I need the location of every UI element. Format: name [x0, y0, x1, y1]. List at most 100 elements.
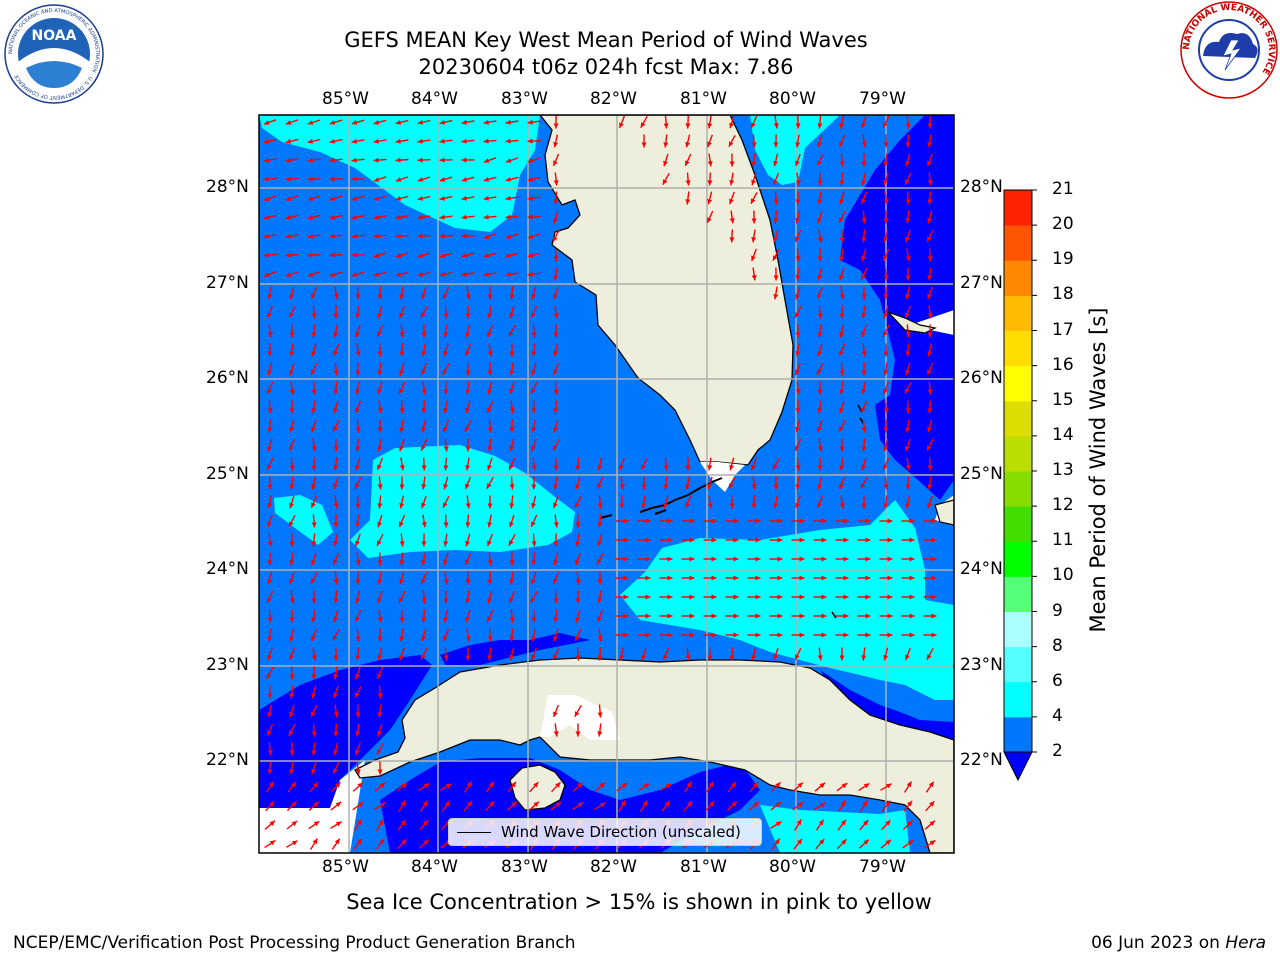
wind-wave-arrow-head	[465, 313, 471, 319]
bahamas-andros	[934, 499, 954, 526]
wind-wave-arrow-head	[329, 252, 335, 258]
wind-wave-arrow-head	[509, 579, 515, 585]
lon-tick-top: 85°W	[322, 89, 369, 109]
wind-wave-arrow-head	[817, 160, 822, 166]
wind-wave-arrow-head	[663, 142, 669, 148]
wind-wave-arrow-head	[645, 632, 651, 638]
wind-wave-arrow-head	[619, 503, 625, 509]
wind-wave-arrow-head	[487, 294, 493, 300]
footer-host: Hera	[1225, 933, 1266, 953]
wind-wave-arrow-head	[907, 820, 913, 826]
wind-wave-arrow-head	[511, 781, 516, 788]
wind-wave-arrow-head	[577, 782, 583, 788]
wind-wave-arrow-head	[839, 350, 844, 356]
wind-wave-arrow-head	[751, 484, 757, 490]
wind-wave-arrow-head	[645, 556, 651, 562]
wind-wave-arrow-head	[439, 157, 445, 163]
wind-wave-arrow-head	[775, 821, 782, 827]
wind-wave-arrow-head	[840, 800, 846, 806]
wind-wave-arrow-head	[373, 214, 379, 220]
wind-wave-arrow-head	[751, 654, 757, 661]
wind-wave-arrow-head	[267, 654, 272, 661]
wind-wave-arrow-head	[377, 579, 383, 585]
wind-wave-arrow-head	[483, 195, 489, 201]
lon-tick-top: 82°W	[590, 89, 637, 109]
colorbar-swatch	[1004, 611, 1032, 648]
wind-wave-arrow-head	[377, 388, 382, 395]
wind-wave-arrow-head	[553, 598, 559, 604]
wind-wave-arrow-head	[755, 632, 761, 638]
wind-wave-arrow-head	[777, 632, 783, 638]
wind-wave-arrow-head	[509, 351, 515, 357]
wind-wave-arrow-head	[929, 820, 935, 826]
wind-wave-arrow-head	[465, 559, 470, 565]
wind-wave-arrow-head	[772, 464, 778, 470]
wind-wave-arrow-head	[333, 674, 339, 680]
wind-wave-arrow-head	[599, 782, 605, 788]
wind-wave-arrow-head	[335, 782, 341, 788]
wind-wave-arrow-head	[883, 218, 889, 224]
wind-wave-arrow-head	[883, 445, 889, 452]
wind-wave-arrow-head	[817, 199, 823, 205]
lon-tick-bottom: 81°W	[680, 857, 727, 877]
wind-wave-arrow-head	[667, 594, 673, 600]
colorbar-swatch	[1004, 716, 1032, 753]
wind-wave-arrow-head	[931, 537, 937, 543]
wind-wave-arrow-head	[795, 502, 800, 509]
wind-wave-arrow-head	[553, 731, 559, 737]
wind-wave-arrow-head	[377, 331, 382, 337]
wind-wave-arrow-head	[775, 782, 781, 788]
lat-tick-right: 22°N	[960, 750, 1003, 770]
lat-tick-left: 26°N	[206, 368, 249, 388]
wind-wave-arrow-head	[439, 138, 445, 144]
wind-wave-arrow-head	[487, 370, 493, 376]
wind-wave-arrow-head	[377, 484, 383, 490]
wind-wave-arrow-head	[553, 522, 559, 528]
wind-wave-arrow-head	[751, 255, 756, 262]
wind-wave-arrow-head	[285, 176, 291, 182]
wind-wave-arrow-head	[927, 199, 933, 205]
wind-wave-arrow-head	[909, 556, 915, 562]
wind-wave-arrow-head	[446, 783, 452, 789]
wind-wave-arrow-head	[311, 598, 317, 604]
wind-wave-arrow-head	[860, 483, 866, 489]
wind-wave-arrow-head	[797, 802, 804, 808]
wind-wave-arrow-head	[861, 198, 866, 204]
wind-wave-arrow-head	[333, 712, 339, 718]
wind-wave-arrow-head	[351, 214, 357, 220]
wind-wave-arrow-head	[553, 465, 559, 471]
wind-wave-arrow-head	[311, 408, 317, 414]
wind-wave-arrow-head	[311, 446, 317, 452]
wind-wave-arrow-head	[553, 180, 559, 186]
wind-wave-arrow-head	[839, 465, 845, 471]
lon-tick-bottom: 85°W	[322, 857, 369, 877]
wind-wave-arrow-head	[311, 389, 317, 395]
wind-wave-arrow-head	[465, 522, 471, 528]
wind-wave-arrow-head	[488, 781, 494, 788]
wind-wave-arrow-head	[553, 350, 559, 357]
wind-wave-arrow-head	[355, 388, 361, 395]
wind-wave-arrow-head	[487, 388, 493, 395]
wind-wave-arrow-head	[597, 636, 603, 642]
wind-wave-arrow-head	[821, 613, 827, 619]
wind-wave-arrow-head	[421, 445, 426, 451]
wind-wave-arrow-head	[883, 199, 889, 205]
wind-wave-arrow-head	[355, 351, 361, 357]
wind-wave-arrow-head	[487, 446, 493, 452]
wind-wave-arrow-head	[883, 312, 888, 319]
wind-wave-arrow-head	[795, 217, 801, 224]
colorbar-tick-label: 18	[1052, 284, 1074, 305]
wind-wave-arrow-head	[329, 214, 336, 220]
wind-wave-arrow-head	[377, 540, 382, 546]
wind-wave-arrow-head	[379, 802, 386, 808]
wind-wave-arrow-head	[597, 464, 603, 471]
wind-wave-arrow-head	[263, 233, 269, 239]
wind-wave-arrow-head	[773, 294, 779, 300]
wind-wave-arrow-head	[883, 408, 889, 414]
wind-wave-arrow-head	[329, 157, 335, 163]
wind-wave-arrow-head	[465, 294, 471, 300]
wind-wave-arrow-head	[883, 294, 889, 300]
wind-wave-arrow-head	[267, 503, 273, 509]
wind-wave-arrow-head	[728, 141, 734, 147]
wind-wave-arrow-head	[443, 522, 449, 528]
